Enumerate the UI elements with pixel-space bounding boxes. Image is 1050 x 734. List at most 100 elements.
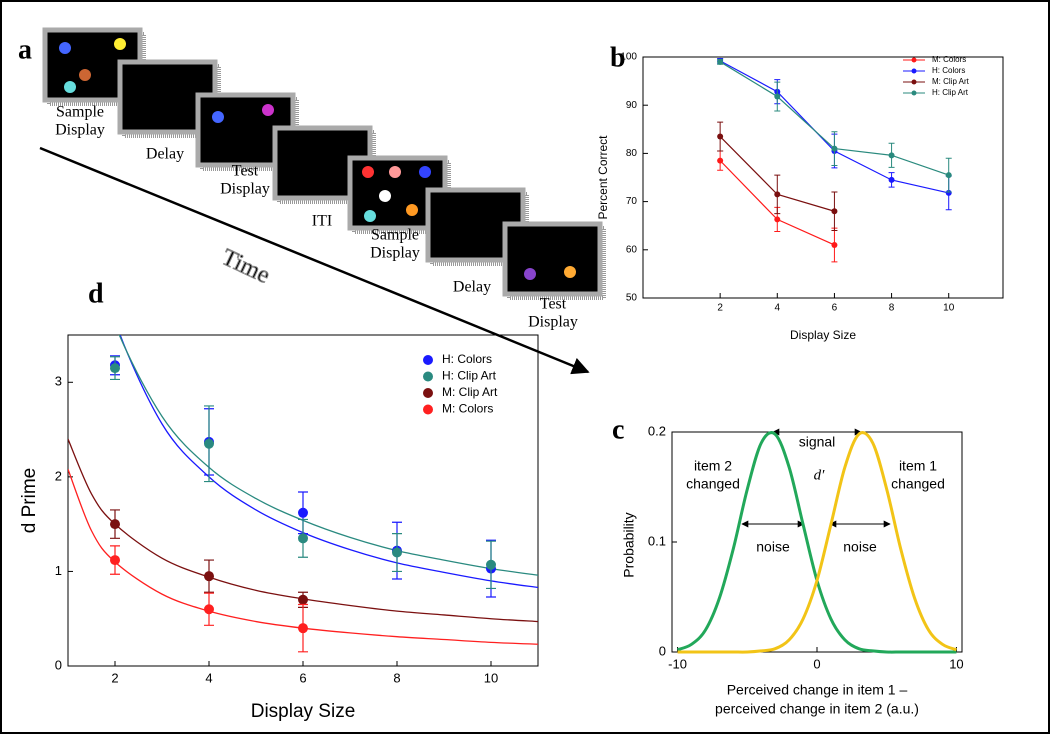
annotation: item 1 (899, 458, 937, 474)
stimulus-icon (419, 166, 431, 178)
y-axis-label: Probability (621, 512, 637, 577)
y-tick-label: 60 (626, 244, 638, 255)
legend-marker (911, 68, 917, 74)
x-tick-label: 8 (889, 303, 895, 314)
legend-marker (423, 404, 433, 415)
stimulus-icon (364, 210, 376, 222)
x-tick-label: 6 (299, 670, 306, 685)
y-axis-label: Percent Correct (596, 135, 610, 220)
annotation: item 2 (694, 458, 732, 474)
stimulus-icon (389, 166, 401, 178)
data-point (392, 547, 402, 558)
stimulus-icon (524, 268, 536, 280)
data-point (717, 157, 724, 164)
panel-label: a (18, 34, 32, 65)
x-tick-label: 10 (949, 656, 963, 671)
x-tick-label: 4 (205, 670, 212, 685)
data-point (110, 555, 120, 566)
legend-marker (423, 388, 433, 398)
y-tick-label: 0 (659, 643, 666, 658)
fit-curve (118, 335, 538, 576)
frame-label: Delay (146, 146, 184, 163)
legend-label: M: Clip Art (932, 77, 970, 86)
data-point (204, 438, 214, 449)
x-axis-label: Display Size (790, 328, 856, 342)
data-point (888, 176, 895, 183)
x-tick-label: 0 (813, 656, 820, 671)
y-tick-label: 1 (55, 563, 62, 578)
legend-label: H: Clip Art (932, 88, 969, 97)
stimulus-icon (379, 190, 391, 202)
stimulus-icon (59, 42, 71, 54)
data-point (945, 172, 952, 179)
y-tick-label: 100 (620, 52, 637, 63)
legend-label: M: Colors (932, 55, 966, 64)
legend-marker (911, 57, 917, 63)
x-tick-label: 2 (111, 670, 118, 685)
legend-label: H: Colors (932, 66, 965, 75)
data-point (298, 533, 308, 544)
data-point (204, 571, 214, 582)
frame-label: Display (528, 314, 578, 331)
legend-marker (911, 79, 917, 85)
x-tick-label: 6 (832, 303, 838, 314)
frame-label: Display (220, 181, 270, 198)
frame-label: Display (55, 122, 105, 139)
legend-label: H: Clip Art (442, 369, 497, 383)
data-point (110, 363, 120, 374)
data-point (298, 507, 308, 518)
annotation: changed (891, 476, 945, 492)
stimulus-icon (79, 69, 91, 81)
data-point (774, 191, 781, 198)
data-point (774, 93, 781, 100)
annotation: d′ (814, 467, 826, 483)
data-point (831, 208, 838, 215)
data-point (945, 189, 952, 196)
y-tick-label: 0.1 (648, 533, 666, 548)
stimulus-icon (262, 104, 274, 116)
fit-curve (68, 469, 538, 645)
stimulus-icon (114, 38, 126, 50)
legend-marker (911, 90, 917, 96)
density-curve (677, 431, 957, 654)
frame-label: Test (540, 296, 567, 313)
legend-marker (423, 355, 433, 365)
x-axis-label: Display Size (251, 701, 356, 722)
y-tick-label: 90 (626, 100, 638, 111)
data-point (831, 241, 838, 248)
y-tick-label: 70 (626, 196, 638, 207)
data-point (888, 152, 895, 159)
y-tick-label: 0 (55, 657, 62, 672)
y-tick-label: 0.2 (648, 423, 666, 438)
frame-label: Sample (371, 227, 419, 244)
legend-label: M: Colors (442, 402, 493, 416)
stimulus-icon (362, 166, 374, 178)
panel-label: c (612, 414, 624, 445)
frame-label: Delay (453, 279, 491, 296)
stimulus-icon (212, 111, 224, 123)
data-point (298, 623, 308, 634)
stimulus-icon (406, 204, 418, 216)
data-point (298, 594, 308, 605)
x-tick-label: 8 (393, 670, 400, 685)
plot-frame (642, 56, 1004, 299)
display-frame (502, 221, 603, 297)
x-tick-label: 4 (775, 303, 781, 314)
x-axis-label: perceived change in item 2 (a.u.) (715, 701, 919, 717)
stimulus-icon (64, 81, 76, 93)
legend-marker (423, 371, 433, 382)
annotation: changed (686, 476, 740, 492)
panel-label: d (88, 278, 104, 309)
frame-label: Sample (56, 104, 104, 121)
y-tick-label: 50 (626, 293, 638, 304)
frame-label: ITI (312, 213, 332, 230)
y-tick-label: 3 (55, 374, 62, 389)
frame-label: Display (370, 245, 420, 262)
stimulus-icon (564, 266, 576, 278)
y-tick-label: 80 (626, 148, 638, 159)
data-point (204, 604, 214, 615)
legend-label: H: Colors (442, 352, 492, 366)
data-point (717, 133, 724, 140)
